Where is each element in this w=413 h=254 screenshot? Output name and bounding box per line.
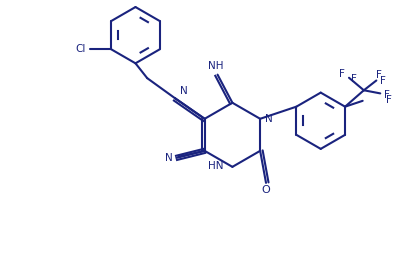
Text: F: F bbox=[350, 74, 356, 84]
Text: N: N bbox=[164, 153, 172, 163]
Text: F: F bbox=[339, 69, 344, 79]
Text: N: N bbox=[264, 114, 272, 124]
Text: F: F bbox=[385, 95, 391, 105]
Text: F: F bbox=[382, 90, 389, 100]
Text: HN: HN bbox=[208, 161, 223, 171]
Text: NH: NH bbox=[207, 61, 223, 71]
Text: Cl: Cl bbox=[76, 44, 86, 54]
Text: N: N bbox=[180, 86, 188, 96]
Text: F: F bbox=[375, 70, 381, 81]
Text: O: O bbox=[261, 185, 270, 195]
Text: F: F bbox=[380, 76, 385, 86]
